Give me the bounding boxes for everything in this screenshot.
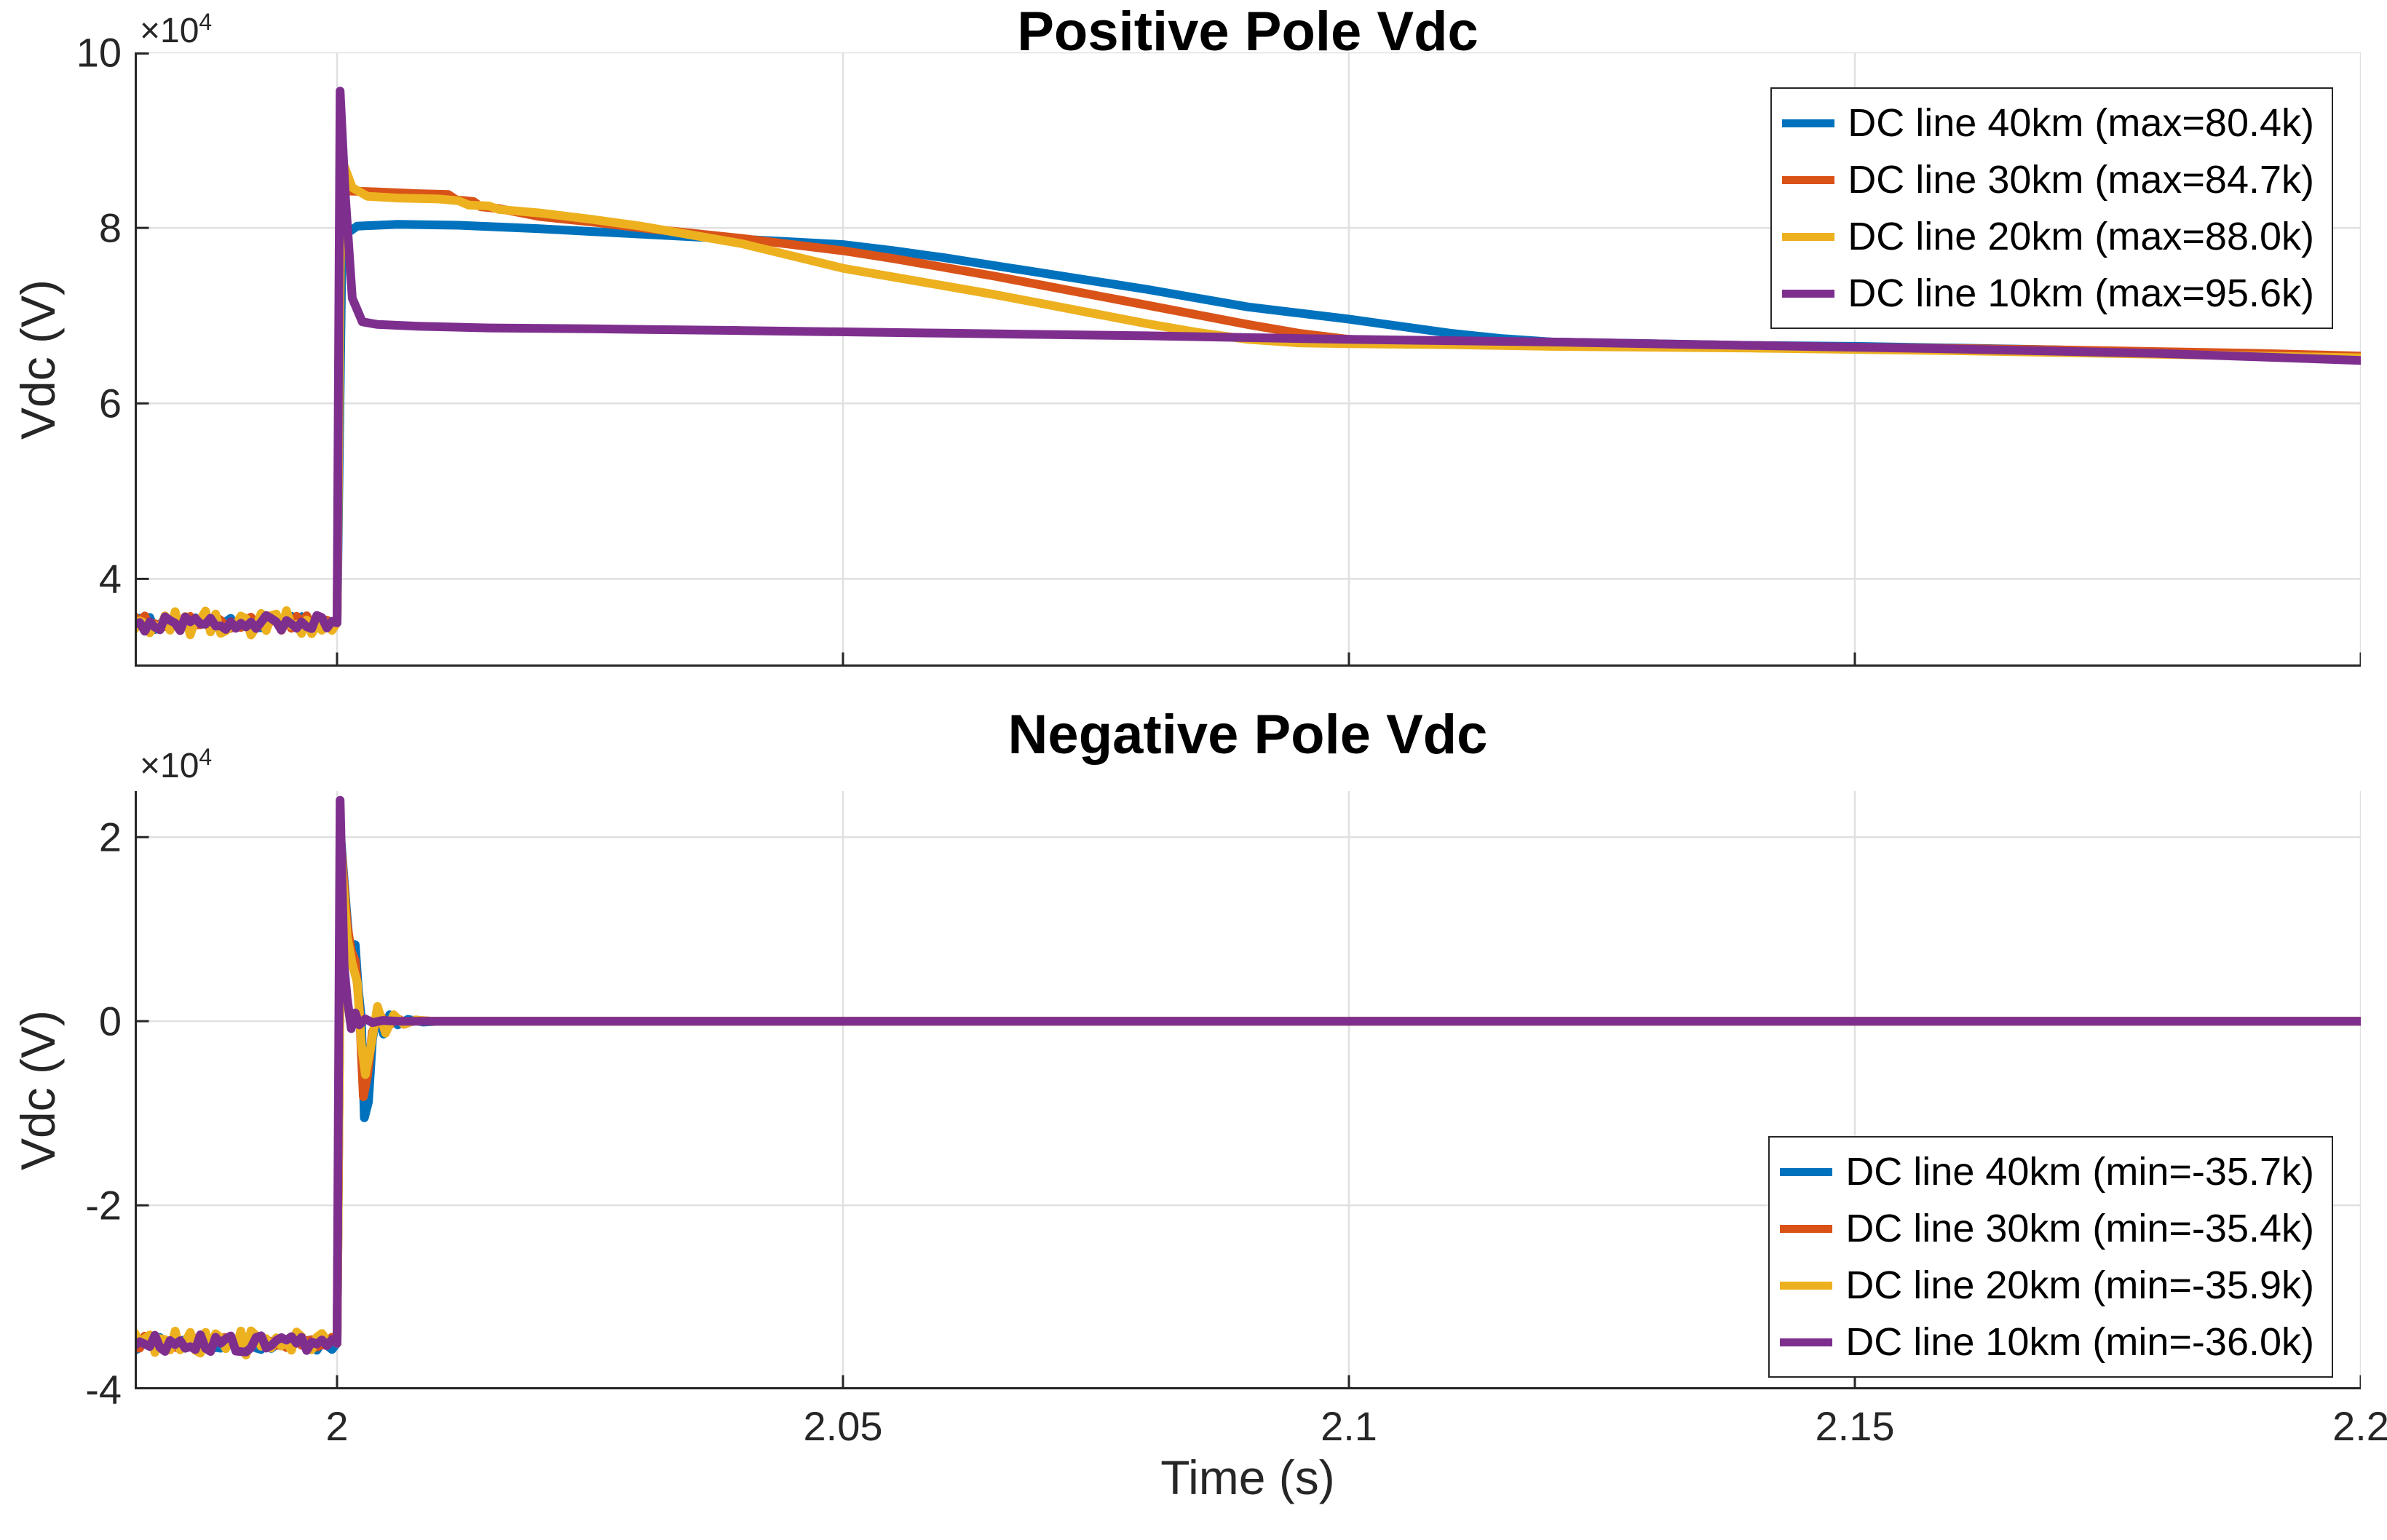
legend-item: DC line 30km (min=-35.4k) <box>1780 1200 2314 1257</box>
legend-line-swatch <box>1780 1167 1833 1176</box>
y-axis-label-positive: Vdc (V) <box>11 279 65 440</box>
legend-item: DC line 40km (max=80.4k) <box>1782 95 2314 151</box>
legend-item: DC line 10km (max=95.6k) <box>1782 265 2314 322</box>
legend-line-swatch <box>1782 289 1835 298</box>
y-tick-label: -4 <box>85 1366 122 1413</box>
y-tick-label: 10 <box>76 29 122 76</box>
axes-positive-pole: 4 6 8 10 DC line 40km (max=80.4k) DC line 30k… <box>76 30 2361 667</box>
x-tick-label: 2.1 <box>1321 1403 1377 1449</box>
legend-label: DC line 20km (max=88.0k) <box>1848 215 2314 258</box>
legend-label: DC line 30km (min=-35.4k) <box>1845 1207 2314 1250</box>
legend-item: DC line 30km (max=84.7k) <box>1782 151 2314 208</box>
legend-label: DC line 10km (max=95.6k) <box>1848 271 2314 315</box>
legend-label: DC line 10km (min=-36.0k) <box>1845 1320 2314 1364</box>
x-tick-label: 2 <box>325 1403 349 1449</box>
legend-item: DC line 10km (min=-36.0k) <box>1780 1314 2314 1370</box>
y-tick-label: -2 <box>85 1182 122 1229</box>
y-tick-label: 6 <box>98 380 122 426</box>
x-axis-label: Time (s) <box>1160 1450 1335 1504</box>
legend-item: DC line 40km (min=-35.7k) <box>1780 1143 2314 1200</box>
negative-pole-title: Negative Pole Vdc <box>1008 704 1488 766</box>
legend-line-swatch <box>1780 1224 1833 1233</box>
x-tick-label: 2.15 <box>1815 1403 1895 1449</box>
legend-line-swatch <box>1780 1338 1833 1346</box>
legend-line-swatch <box>1782 175 1835 184</box>
legend-label: DC line 20km (min=-35.9k) <box>1845 1263 2314 1307</box>
legend-label: DC line 40km (min=-35.7k) <box>1845 1150 2314 1194</box>
y-exponent-label-negative: ×104 <box>140 744 213 785</box>
series-line-dc-line-10km <box>135 795 2361 1357</box>
plot-canvas-negative-pole-vdc <box>135 791 2361 1389</box>
legend-line-swatch <box>1780 1281 1833 1290</box>
legend-line-swatch <box>1782 232 1835 241</box>
x-tick-label: 2.05 <box>803 1403 883 1449</box>
y-exponent-label-positive: ×104 <box>140 9 213 50</box>
y-tick-label: 0 <box>98 998 122 1044</box>
series-line-dc-line-10km <box>135 87 2361 636</box>
legend-item: DC line 20km (min=-35.9k) <box>1780 1257 2314 1314</box>
legend-label: DC line 40km (max=80.4k) <box>1848 101 2314 145</box>
y-tick-label: 8 <box>98 205 122 251</box>
legend-item: DC line 20km (max=88.0k) <box>1782 208 2314 265</box>
y-tick-label: 2 <box>98 814 122 860</box>
y-axis-label-negative: Vdc (V) <box>11 1009 65 1171</box>
plot-canvas-positive-pole-vdc <box>135 52 2361 667</box>
x-tick-label: 2.2 <box>2332 1403 2387 1449</box>
legend-label: DC line 30km (max=84.7k) <box>1848 158 2314 202</box>
legend-negative-pole-vdc: DC line 40km (min=-35.7k) DC line 30km (m… <box>1768 1136 2333 1378</box>
legend-positive-pole-vdc: DC line 40km (max=80.4k) DC line 30km (ma… <box>1770 87 2333 329</box>
y-tick-label: 4 <box>98 555 122 602</box>
axes-negative-pole: 2 0 -2 -4 2 2.05 2.1 2.15 2.2 DC line 40km (min=-… <box>85 791 2387 1449</box>
legend-line-swatch <box>1782 119 1835 127</box>
